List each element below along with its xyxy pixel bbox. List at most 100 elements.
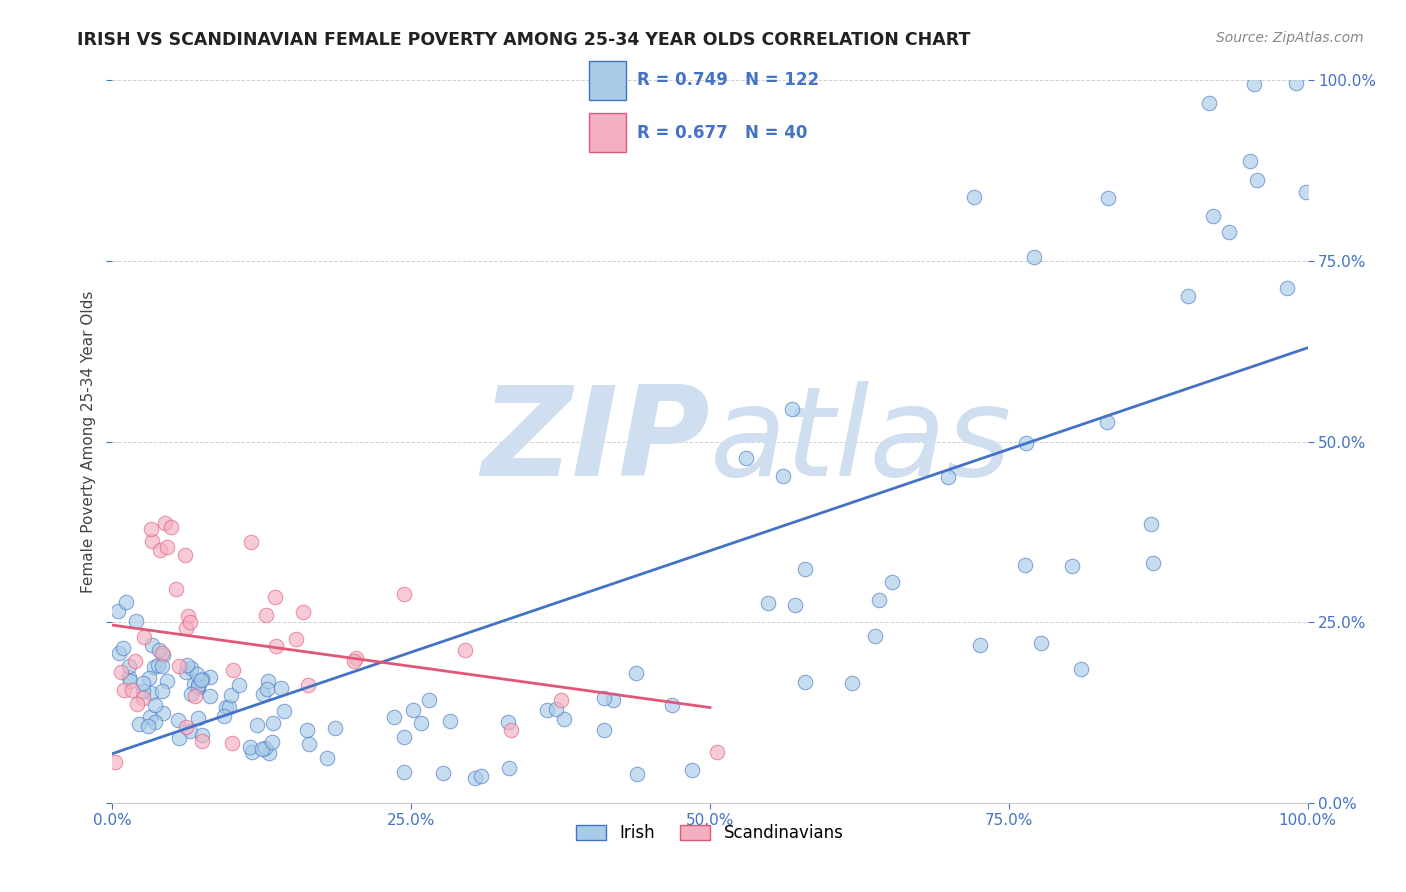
Point bbox=[418, 693, 440, 707]
Point bbox=[177, 608, 200, 623]
Point bbox=[257, 673, 280, 688]
Point bbox=[141, 534, 163, 549]
Point bbox=[124, 655, 146, 669]
Point bbox=[174, 549, 197, 563]
Point bbox=[706, 745, 728, 759]
Point bbox=[152, 706, 174, 720]
Point bbox=[756, 596, 779, 610]
Point bbox=[553, 712, 575, 726]
Point bbox=[111, 640, 134, 655]
Point bbox=[253, 741, 276, 756]
Point bbox=[191, 672, 214, 686]
Point bbox=[257, 746, 280, 760]
Point bbox=[212, 708, 235, 723]
Point bbox=[240, 535, 263, 549]
Point bbox=[127, 697, 149, 711]
Point bbox=[191, 734, 214, 748]
Point bbox=[180, 661, 202, 675]
Point bbox=[136, 719, 159, 733]
Point bbox=[110, 665, 132, 680]
Point bbox=[1295, 185, 1317, 199]
Point bbox=[382, 710, 405, 724]
Point bbox=[150, 647, 173, 661]
Point bbox=[270, 681, 292, 696]
Point bbox=[536, 703, 558, 717]
Point bbox=[153, 516, 176, 530]
Point bbox=[131, 676, 153, 690]
Point bbox=[1015, 436, 1038, 450]
Point bbox=[180, 688, 202, 702]
Point bbox=[392, 730, 415, 744]
Point bbox=[292, 605, 315, 619]
Point bbox=[186, 667, 208, 681]
Point bbox=[963, 190, 986, 204]
Bar bbox=[589, 113, 626, 152]
Point bbox=[167, 659, 190, 673]
Point bbox=[325, 721, 347, 735]
Point bbox=[841, 676, 863, 690]
Point bbox=[592, 690, 614, 705]
Point bbox=[256, 682, 278, 697]
Point bbox=[176, 720, 198, 734]
Point bbox=[260, 735, 283, 749]
Point bbox=[1029, 635, 1052, 649]
Point bbox=[149, 543, 172, 558]
Point bbox=[1095, 415, 1118, 429]
Point bbox=[498, 761, 520, 775]
Point bbox=[780, 402, 803, 417]
Point bbox=[132, 691, 155, 706]
Point bbox=[252, 687, 274, 701]
Point bbox=[221, 736, 243, 750]
Point bbox=[139, 522, 162, 536]
Point bbox=[1142, 557, 1164, 571]
Point bbox=[626, 767, 648, 781]
Point bbox=[602, 693, 624, 707]
Point bbox=[1060, 559, 1083, 574]
Point bbox=[156, 674, 179, 689]
Point bbox=[273, 704, 295, 718]
Point bbox=[139, 709, 162, 723]
Point bbox=[284, 632, 307, 646]
Point bbox=[174, 665, 197, 680]
Point bbox=[183, 689, 205, 703]
Point bbox=[166, 713, 188, 727]
Point bbox=[125, 615, 148, 629]
Point bbox=[156, 540, 179, 554]
Point bbox=[882, 574, 904, 589]
Point bbox=[150, 659, 173, 673]
Point bbox=[104, 755, 127, 769]
Point bbox=[868, 593, 890, 607]
Legend: Irish, Scandinavians: Irish, Scandinavians bbox=[569, 817, 851, 848]
Point bbox=[167, 731, 190, 745]
Point bbox=[661, 698, 683, 713]
Point bbox=[1243, 78, 1265, 92]
Point bbox=[681, 763, 703, 777]
Bar bbox=[589, 61, 626, 100]
Point bbox=[165, 582, 187, 596]
Point bbox=[295, 723, 318, 737]
Point bbox=[1275, 280, 1298, 294]
Point bbox=[242, 745, 264, 759]
Point bbox=[1285, 76, 1308, 90]
Point bbox=[118, 670, 141, 684]
Point bbox=[179, 723, 201, 738]
Point bbox=[772, 469, 794, 483]
Point bbox=[1022, 250, 1045, 264]
Point bbox=[262, 715, 284, 730]
Point bbox=[219, 688, 242, 702]
Point bbox=[187, 678, 209, 692]
Point bbox=[121, 682, 143, 697]
Point bbox=[108, 646, 131, 660]
Point bbox=[128, 716, 150, 731]
Point bbox=[411, 716, 433, 731]
Point bbox=[218, 700, 240, 714]
Point bbox=[439, 714, 461, 728]
Point bbox=[499, 723, 522, 737]
Point bbox=[470, 769, 492, 783]
Point bbox=[118, 659, 141, 673]
Point bbox=[1246, 173, 1268, 187]
Point bbox=[1198, 96, 1220, 111]
Point bbox=[593, 723, 616, 737]
Point bbox=[160, 520, 183, 534]
Point bbox=[1177, 289, 1199, 303]
